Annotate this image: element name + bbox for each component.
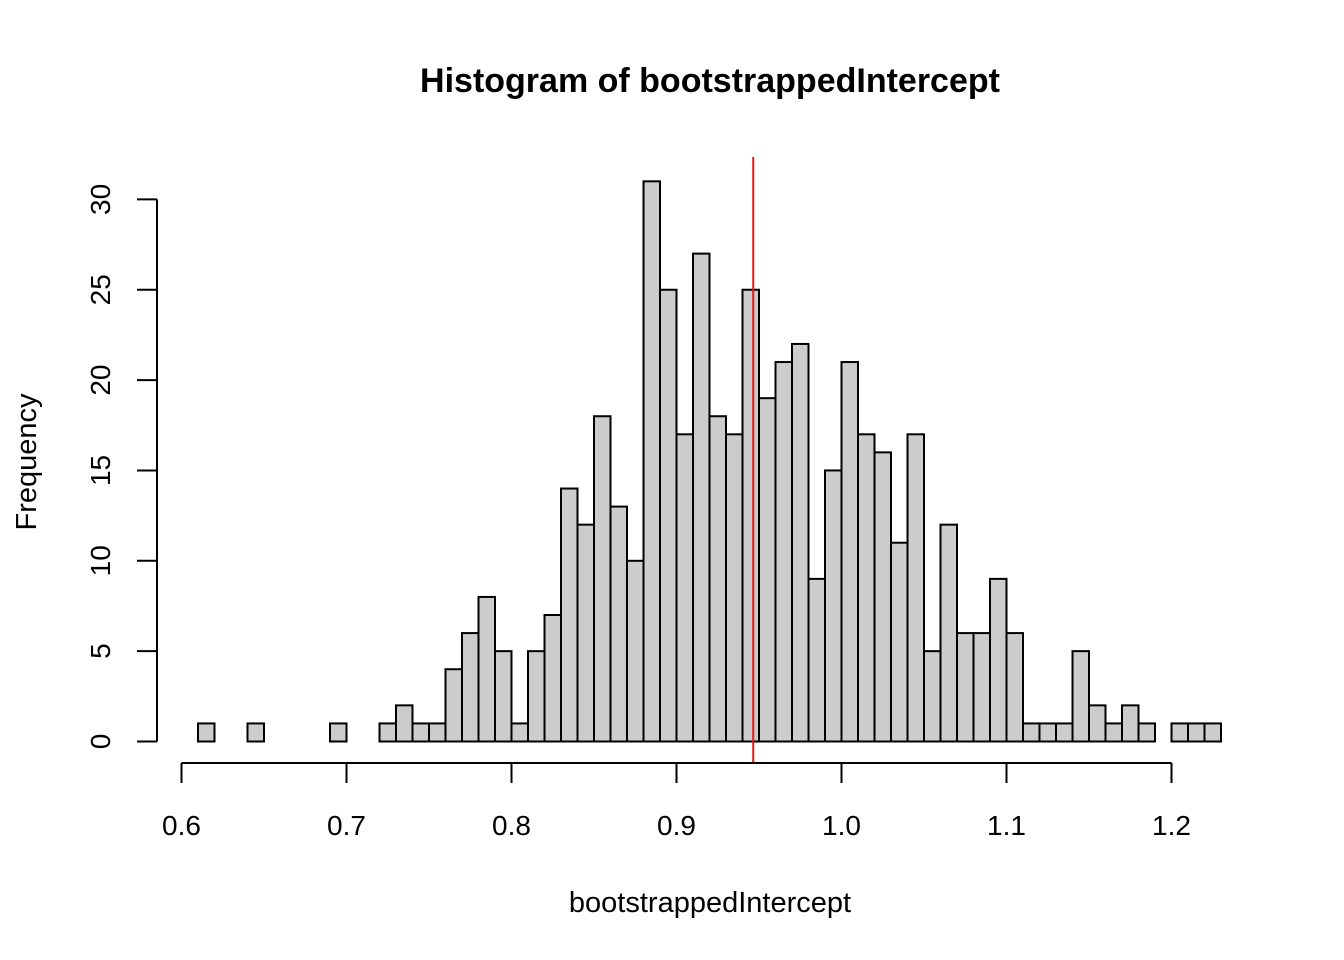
histogram-bar bbox=[692, 252, 711, 743]
histogram-bar bbox=[956, 632, 975, 743]
y-tick-label: 30 bbox=[85, 184, 116, 215]
histogram-bar bbox=[1088, 704, 1107, 743]
histogram-bar bbox=[527, 650, 546, 743]
histogram-bar bbox=[725, 433, 744, 743]
histogram-bar bbox=[972, 632, 991, 743]
x-tick-label: 1.0 bbox=[822, 810, 861, 841]
x-tick-label: 0.7 bbox=[327, 810, 366, 841]
histogram-bar bbox=[807, 577, 826, 743]
y-axis-label: Frequency bbox=[11, 393, 43, 531]
y-tick-label: 5 bbox=[85, 643, 116, 659]
histogram-bar bbox=[989, 577, 1008, 743]
histogram-bar bbox=[906, 433, 925, 743]
x-axis-label: bootstrappedIntercept bbox=[569, 887, 851, 919]
histogram-bar bbox=[1187, 722, 1206, 743]
histogram-bar bbox=[477, 595, 496, 743]
histogram-bar bbox=[791, 342, 810, 743]
histogram-bar bbox=[824, 469, 843, 743]
histogram-bar bbox=[708, 415, 727, 743]
y-tick-label: 25 bbox=[85, 274, 116, 305]
histogram-bar bbox=[675, 433, 694, 743]
x-tick-label: 0.9 bbox=[657, 810, 696, 841]
histogram-bar bbox=[741, 288, 760, 743]
histogram-bar bbox=[197, 722, 216, 743]
histogram-bar bbox=[1137, 722, 1156, 743]
y-axis: 0 5 10 15 20 25 30 bbox=[85, 184, 158, 750]
histogram-bar bbox=[378, 722, 397, 743]
histogram-bar bbox=[659, 288, 678, 743]
histogram-bar bbox=[1203, 722, 1222, 743]
histogram-bar bbox=[428, 722, 447, 743]
y-tick-label: 10 bbox=[85, 545, 116, 576]
histogram-bar bbox=[543, 614, 562, 743]
histogram-bar bbox=[593, 415, 612, 743]
histogram-bar bbox=[1022, 722, 1041, 743]
histogram-bar bbox=[1055, 722, 1074, 743]
histogram-bar bbox=[1071, 650, 1090, 743]
y-tick-label: 0 bbox=[85, 734, 116, 750]
histogram-bar bbox=[1005, 632, 1024, 743]
x-tick-label: 1.1 bbox=[987, 810, 1026, 841]
histogram-bar bbox=[510, 722, 529, 743]
histogram-bar bbox=[774, 361, 793, 743]
histogram-bar bbox=[560, 487, 579, 743]
x-axis: 0.6 0.7 0.8 0.9 1.0 1.1 1.2 bbox=[162, 762, 1191, 841]
histogram-bar bbox=[626, 559, 645, 743]
y-tick-label: 20 bbox=[85, 365, 116, 396]
histogram-bar bbox=[758, 397, 777, 743]
chart-title: Histogram of bootstrappedIntercept bbox=[420, 62, 1000, 100]
x-tick-label: 0.8 bbox=[492, 810, 531, 841]
histogram-bar bbox=[939, 523, 958, 743]
histogram-bar bbox=[923, 650, 942, 743]
histogram-bar bbox=[461, 632, 480, 743]
histogram-bar bbox=[246, 722, 265, 743]
histogram-bar bbox=[576, 523, 595, 743]
bars-group bbox=[197, 180, 1222, 743]
histogram-bar bbox=[873, 451, 892, 743]
histogram-bar bbox=[1038, 722, 1057, 743]
x-tick-label: 1.2 bbox=[1152, 810, 1191, 841]
y-tick-label: 15 bbox=[85, 455, 116, 486]
histogram-bar bbox=[411, 722, 430, 743]
histogram-bar bbox=[444, 668, 463, 743]
histogram-bar bbox=[329, 722, 348, 743]
histogram-bar bbox=[1121, 704, 1140, 743]
histogram-bar bbox=[890, 541, 909, 743]
x-tick-label: 0.6 bbox=[162, 810, 201, 841]
histogram-bar bbox=[609, 505, 628, 743]
histogram-bar bbox=[1104, 722, 1123, 743]
histogram-bar bbox=[395, 704, 414, 743]
histogram-bar bbox=[1170, 722, 1189, 743]
histogram-bar bbox=[857, 433, 876, 743]
histogram-bar bbox=[494, 650, 513, 743]
histogram-bar bbox=[642, 180, 661, 743]
histogram-bar bbox=[840, 361, 859, 743]
